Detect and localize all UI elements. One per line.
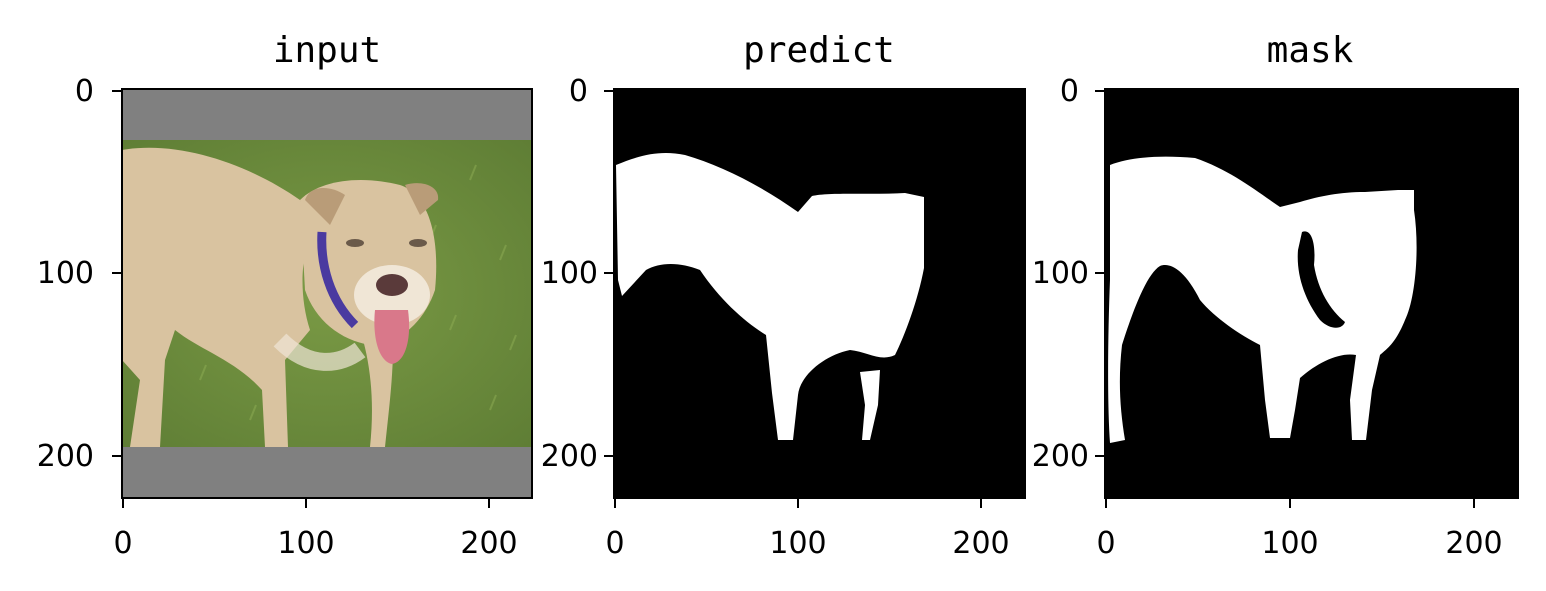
y-tick-label: 200 [37, 439, 94, 474]
panel-title: input [273, 30, 381, 71]
y-tick-label: 100 [541, 256, 598, 291]
input-image [122, 89, 532, 498]
mask-silhouette [1108, 156, 1417, 444]
y-axis: 0 100 200 [541, 74, 614, 474]
predict-image [614, 89, 1025, 498]
axes-frame [1104, 88, 1519, 499]
x-tick-label: 0 [1096, 526, 1115, 561]
y-tick-label: 100 [1032, 256, 1089, 291]
predicted-silhouette [616, 153, 924, 440]
x-tick-label: 0 [113, 526, 132, 561]
panel-predict: predict 0 100 200 0 100 200 [541, 30, 1026, 561]
y-tick-label: 0 [569, 74, 588, 109]
predicted-leg-fragment [860, 370, 880, 440]
y-axis: 0 100 200 [37, 74, 122, 474]
x-axis: 0 100 200 [1096, 498, 1503, 561]
x-tick-label: 200 [1445, 526, 1502, 561]
axes-frame [121, 88, 533, 499]
x-tick-label: 100 [769, 526, 826, 561]
mask-image [1105, 89, 1518, 498]
panel-title: predict [743, 30, 895, 71]
x-tick-label: 100 [277, 526, 334, 561]
y-tick-label: 0 [1060, 74, 1079, 109]
padding-bottom [122, 447, 532, 498]
axes-frame [613, 88, 1026, 499]
panel-input: input [37, 30, 533, 561]
padding-top [122, 89, 532, 140]
panel-mask: mask 0 100 200 0 100 200 [1032, 30, 1519, 561]
panel-title: mask [1267, 30, 1354, 71]
y-tick-label: 200 [541, 439, 598, 474]
x-tick-label: 100 [1261, 526, 1318, 561]
x-tick-label: 0 [605, 526, 624, 561]
x-axis: 0 100 200 [605, 498, 1010, 561]
y-tick-label: 100 [37, 256, 94, 291]
x-axis: 0 100 200 [113, 498, 518, 561]
mask-hole [1297, 231, 1345, 328]
x-tick-label: 200 [952, 526, 1009, 561]
y-tick-label: 0 [75, 74, 94, 109]
y-axis: 0 100 200 [1032, 74, 1105, 474]
dog [122, 147, 439, 448]
x-tick-label: 200 [460, 526, 517, 561]
y-tick-label: 200 [1032, 439, 1089, 474]
